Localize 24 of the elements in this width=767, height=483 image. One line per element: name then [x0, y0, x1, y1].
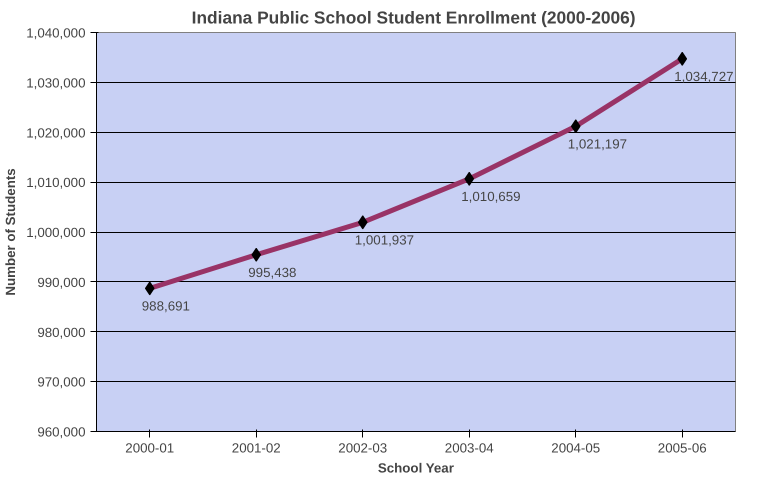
x-tick-label: 2001-02 [232, 440, 281, 456]
text: 1,021,197 [568, 136, 628, 152]
y-tick-label: 1,040,000 [26, 26, 86, 40]
y-tick-label: 1,010,000 [26, 175, 86, 190]
y-tick-label: 980,000 [37, 324, 86, 340]
text: 995,438 [248, 264, 296, 280]
y-tick-label: 1,020,000 [26, 125, 86, 140]
x-tick-label: 2002-03 [338, 440, 388, 456]
y-tick-label: 1,000,000 [26, 225, 86, 240]
text: 1,034,727 [674, 68, 734, 84]
y-tick-label: 960,000 [37, 424, 86, 440]
text: 988,691 [142, 298, 190, 314]
chart-title: Indiana Public School Student Enrollment (2000-2006) [192, 8, 636, 28]
x-tick-label: 2005-06 [658, 440, 707, 456]
text: 1,001,937 [354, 232, 414, 248]
x-tick-label: 2004-05 [551, 440, 600, 456]
x-axis-title: School Year [378, 460, 454, 476]
x-tick-label: 2003-04 [444, 440, 494, 456]
x-tick-label: 2000-01 [125, 440, 174, 456]
text: 1,010,659 [461, 188, 521, 204]
y-tick-label: 970,000 [37, 374, 86, 390]
y-tick-label: 1,030,000 [26, 75, 86, 90]
y-axis-title: Number of Students [3, 168, 18, 296]
y-tick-label: 990,000 [37, 274, 86, 290]
